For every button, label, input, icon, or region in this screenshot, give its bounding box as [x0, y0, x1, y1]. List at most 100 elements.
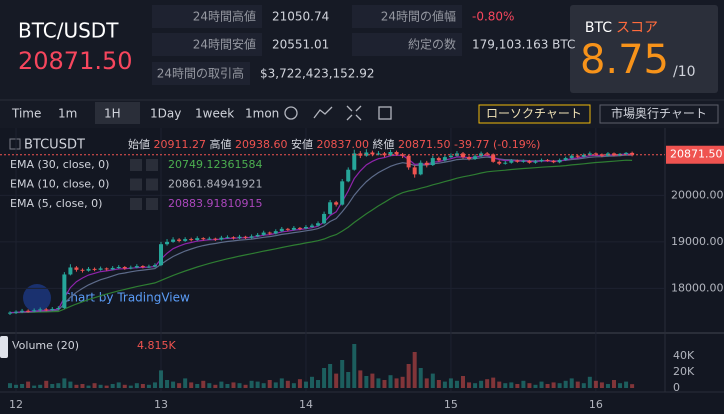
ema-remove[interactable]: [146, 178, 158, 191]
volume-bar: [297, 379, 302, 388]
ema-line: [9, 154, 633, 314]
candle-body: [303, 226, 308, 229]
candle-body: [128, 267, 133, 269]
candle-body: [92, 268, 97, 270]
stat-label-box: [152, 5, 262, 28]
volume-bar: [201, 380, 206, 388]
toolbar-item[interactable]: 1week: [195, 107, 234, 121]
candle-body: [159, 244, 163, 266]
settings-icon[interactable]: [284, 106, 298, 120]
stat-label-box: [352, 5, 462, 28]
y-tick-label: 20000.00: [671, 188, 724, 201]
ema-settings[interactable]: [130, 198, 142, 210]
last-price: 20871.50: [18, 47, 133, 75]
x-tick-label: 15: [444, 398, 458, 411]
candle-body: [310, 225, 314, 227]
chart-panel: [0, 128, 724, 414]
candle-body: [322, 213, 327, 224]
y-tick-label: 18000.00: [671, 281, 724, 294]
volume-bar: [261, 383, 266, 388]
indicator-icon[interactable]: [313, 106, 333, 119]
ohlc-label: 始値: [128, 137, 150, 151]
volume-bar: [515, 384, 520, 388]
stat-value: 179,103.163 BTC: [472, 38, 575, 52]
volume-bar: [231, 382, 236, 388]
volume-bar: [406, 364, 411, 388]
volume-bar: [86, 385, 91, 388]
candle-body: [587, 153, 592, 155]
volume-bar: [303, 381, 308, 388]
ema-settings[interactable]: [130, 159, 142, 171]
volume-bar: [322, 368, 327, 388]
toolbar-item[interactable]: Time: [11, 107, 41, 121]
watermark[interactable]: Chart by TradingView: [62, 291, 190, 305]
volume-bar: [50, 384, 55, 388]
stat-label-box: [152, 62, 250, 85]
ohlc-label: 安値: [291, 137, 313, 151]
volume-bar: [557, 383, 562, 388]
volume-bar: [237, 383, 242, 388]
candle-body: [376, 153, 381, 155]
chart-type-button[interactable]: 市場奥行チャート: [611, 106, 707, 121]
ema-value: 20883.91810915: [168, 197, 262, 210]
candle-body: [364, 152, 369, 156]
candle-body: [436, 158, 441, 161]
x-tick-label: 16: [589, 398, 603, 411]
toolbar-item[interactable]: 1Day: [150, 107, 181, 121]
volume-tick-label: 0: [673, 381, 680, 394]
chart-type-button[interactable]: ローソクチャート: [486, 107, 582, 121]
volume-bar: [128, 385, 133, 388]
volume-bar: [575, 381, 580, 388]
volume-bar: [539, 381, 544, 388]
symbol: BTCUSDT: [24, 138, 85, 153]
toolbar-item[interactable]: 1m: [58, 107, 77, 121]
y-tick-label: 19000.00: [671, 235, 724, 248]
volume-name: Volume (20): [12, 339, 79, 352]
candle-body: [140, 266, 145, 268]
volume-bar: [249, 380, 254, 388]
ema-settings[interactable]: [130, 178, 142, 191]
depth-button-frame[interactable]: [599, 104, 719, 124]
ema-value: 20861.84941921: [168, 178, 262, 191]
ema-remove[interactable]: [146, 198, 158, 210]
ema-value: 20749.12361584: [168, 158, 262, 171]
volume-bar: [346, 372, 351, 388]
candle-body: [80, 269, 85, 271]
volume-bar: [14, 384, 19, 388]
score-box: [570, 5, 718, 93]
x-tick-label: 12: [9, 398, 23, 411]
volume-bar: [134, 383, 139, 388]
candle-body: [624, 152, 629, 154]
candle-body: [509, 160, 514, 163]
volume-bar: [183, 378, 188, 388]
volume-tick-label: 20K: [673, 365, 695, 378]
ema-remove[interactable]: [146, 159, 158, 171]
toolbar-item[interactable]: 1H: [104, 107, 121, 121]
score-label2: スコア: [616, 20, 658, 36]
candle-body: [545, 159, 550, 161]
candle-button-frame[interactable]: [478, 104, 591, 124]
save-icon[interactable]: [378, 106, 392, 120]
candle-body: [279, 228, 284, 232]
volume-bar: [533, 384, 538, 388]
ohlc-value: 20911.27: [154, 138, 207, 151]
volume-bar: [521, 380, 526, 388]
volume-bar: [8, 383, 12, 388]
volume-bar: [122, 384, 127, 388]
candle-body: [497, 161, 502, 164]
candle-body: [231, 237, 236, 239]
volume-bar: [545, 384, 550, 388]
candle-body: [297, 227, 302, 229]
volume-bar: [207, 383, 212, 388]
candle-body: [557, 159, 562, 163]
volume-bar: [285, 380, 290, 388]
volume-bar: [225, 384, 230, 388]
collapse-icon[interactable]: [9, 138, 21, 150]
fullscreen-icon[interactable]: [346, 105, 362, 121]
volume-bar: [467, 382, 472, 388]
pane-handle[interactable]: [0, 336, 8, 358]
candle-body: [605, 153, 610, 156]
toolbar-item[interactable]: 1mon: [245, 107, 279, 121]
volume-bar: [612, 380, 616, 388]
